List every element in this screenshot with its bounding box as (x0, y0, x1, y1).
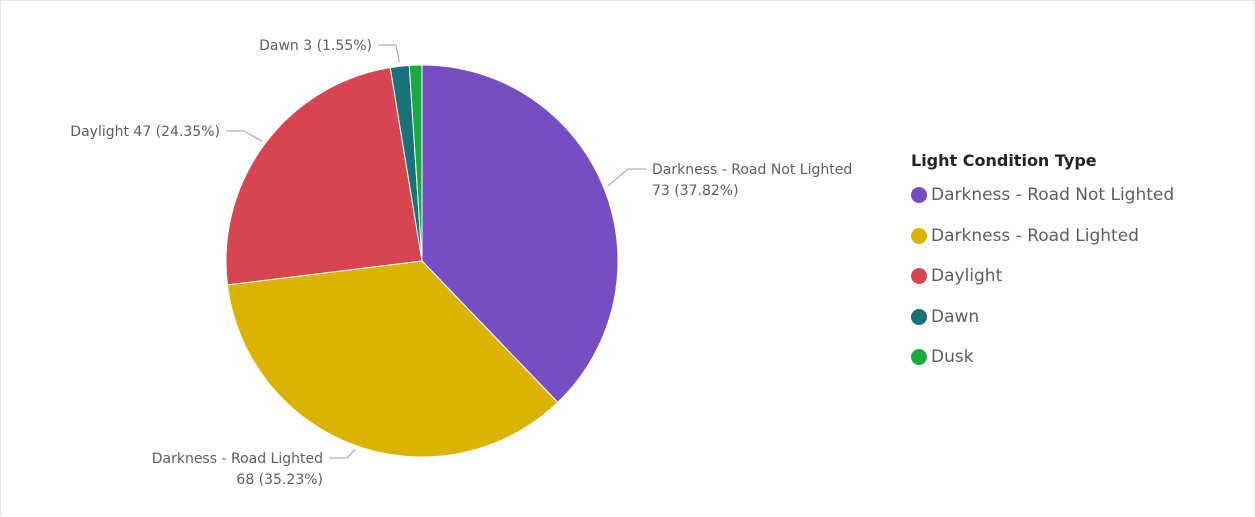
pie-slices (225, 64, 619, 458)
pie-slice-darkness-road-not-lighted[interactable] (421, 64, 619, 404)
data-label-dawn: Dawn 3 (1.55%) (259, 38, 372, 54)
legend-marker (911, 349, 927, 366)
pie-slice-darkness-road-lighted[interactable] (226, 260, 559, 458)
legend-label: Dusk (931, 347, 974, 368)
data-label-darkness-road-lighted: Darkness - Road Lighted (152, 451, 323, 467)
data-labels: Darkness - Road Not Lighted 73 (37.82%) Da… (70, 38, 852, 488)
legend-item-daylight[interactable]: Daylight (911, 256, 1241, 297)
legend-label: Darkness - Road Not Lighted (931, 185, 1175, 206)
leader-line-darkness-road-not-lighted (607, 168, 646, 187)
legend-title: Light Condition Type (911, 151, 1097, 170)
leader-line-darkness-road-lighted (329, 449, 356, 459)
pie-slice-daylight[interactable] (225, 67, 423, 286)
legend-label: Daylight (931, 266, 1003, 287)
legend-item-darkness-road-lighted[interactable]: Darkness - Road Lighted (911, 216, 1241, 257)
data-label-darkness-road-not-lighted: Darkness - Road Not Lighted (652, 162, 852, 178)
legend-item-dusk[interactable]: Dusk (911, 337, 1241, 378)
legend-items: Darkness - Road Not Lighted Darkness - Ro… (911, 175, 1241, 378)
legend: Light Condition Type Darkness - Road Not… (911, 147, 1241, 378)
data-label-darkness-road-lighted-line-2: 68 (35.23%) (236, 472, 323, 488)
legend-marker (911, 187, 927, 204)
legend-label: Dawn (931, 306, 980, 327)
legend-item-darkness-road-not-lighted[interactable]: Darkness - Road Not Lighted (911, 175, 1241, 216)
legend-marker (911, 227, 927, 244)
legend-label: Darkness - Road Lighted (931, 225, 1139, 246)
data-label-darkness-road-not-lighted-line-2: 73 (37.82%) (652, 183, 739, 199)
legend-marker (911, 308, 927, 325)
legend-item-dawn[interactable]: Dawn (911, 297, 1241, 338)
leader-lines (226, 44, 646, 459)
legend-marker (911, 268, 927, 285)
leader-line-daylight (226, 130, 263, 142)
leader-line-dawn (378, 44, 400, 63)
pie-chart: Darkness - Road Not Lighted 73 (37.82%) Da… (70, 38, 852, 488)
pie-slice-dusk[interactable] (408, 64, 423, 262)
data-label-daylight: Daylight 47 (24.35%) (70, 124, 220, 140)
